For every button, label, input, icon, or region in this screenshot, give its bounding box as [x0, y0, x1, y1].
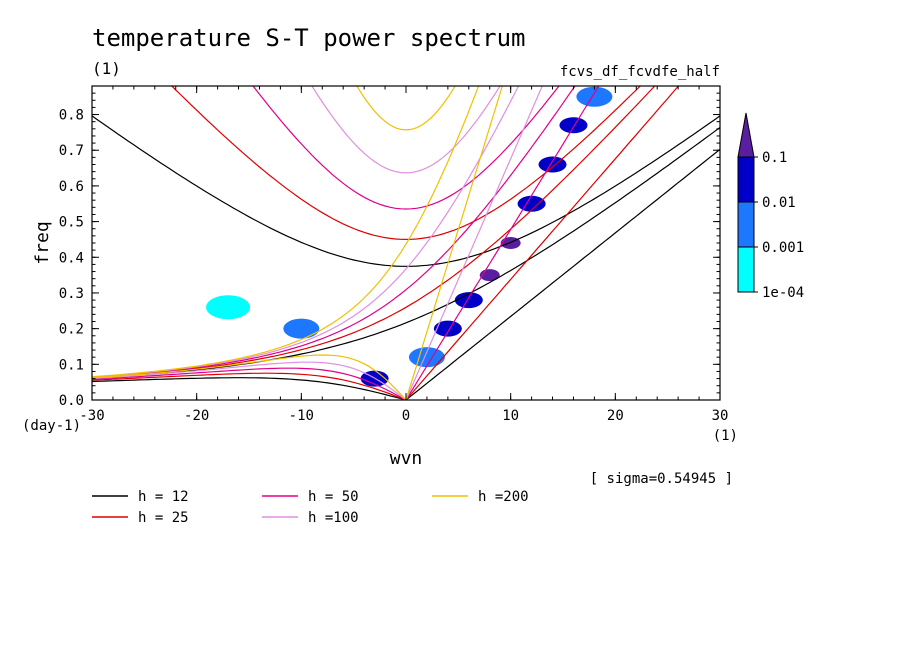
colorbar-label: 0.1	[762, 150, 787, 166]
y-tick-label: 0.2	[59, 322, 84, 338]
y-axis-label: freq	[32, 221, 53, 264]
mrg-curve-1	[92, 86, 656, 379]
kelvin-curve-3	[405, 86, 543, 400]
y-tick-label: 0.5	[59, 215, 84, 231]
y-tick-label: 0.8	[59, 108, 84, 124]
colorbar-segment-1	[737, 201, 755, 248]
legend-label-3: h =100	[308, 510, 359, 526]
y-tick-label: 0.4	[59, 250, 84, 266]
colorbar-segment-2	[737, 156, 755, 203]
x-tick-label: 10	[502, 408, 519, 424]
rossby-curve-0	[92, 377, 407, 400]
ig1-curve-3	[311, 86, 501, 174]
power-region-2	[576, 86, 613, 107]
mrg-curve-2	[92, 86, 576, 378]
colorbar: 1e-04 0.001 0.01 0.1	[737, 112, 804, 301]
power-region-1	[408, 347, 445, 368]
rossby-curve-3	[92, 361, 407, 400]
power-region-8	[559, 117, 588, 134]
y-tick-label: 0.0	[59, 393, 84, 409]
rossby-curve-4	[92, 354, 407, 400]
x-axis-label: wvn	[390, 448, 423, 469]
mrg-curve-3	[92, 86, 520, 378]
power-region-0	[206, 295, 251, 320]
chart-subtitle: (1)	[92, 59, 121, 78]
mrg-curve-0	[92, 127, 720, 379]
x-tick-label: 20	[607, 408, 624, 424]
kelvin-curve-0	[405, 148, 720, 400]
x-tick-label: 0	[402, 408, 410, 424]
power-region-4	[433, 320, 462, 337]
y-tick-label: 0.1	[59, 357, 84, 373]
kelvin-curve-1	[405, 86, 680, 400]
y-tick-label: 0.6	[59, 179, 84, 195]
plot-area	[92, 86, 720, 400]
axes: -30 -20 -10 0 10 20 30 0.0 0.1 0.2 0.3 0.4 0.5 0.6 0.7…	[59, 85, 729, 424]
colorbar-label: 0.01	[762, 195, 796, 211]
x-unit-label: (1)	[713, 428, 738, 444]
power-region-3	[283, 318, 320, 339]
colorbar-segment-0	[737, 246, 755, 293]
x-tick-label: 30	[712, 408, 729, 424]
x-tick-label: -10	[289, 408, 314, 424]
ig1-curve-0	[92, 115, 720, 267]
sigma-annotation: [ sigma=0.54945 ]	[590, 471, 733, 487]
legend-label-2: h = 50	[308, 489, 359, 505]
kelvin-curve-4	[405, 86, 503, 400]
ig1-curve-4	[356, 86, 456, 131]
y-tick-label: 0.3	[59, 286, 84, 302]
legend-label-4: h =200	[478, 489, 529, 505]
power-field	[206, 86, 613, 387]
rossby-curve-2	[92, 367, 407, 400]
colorbar-extend-arrow	[737, 112, 755, 158]
ig1-curve-1	[170, 86, 642, 241]
y-tick-label: 0.7	[59, 143, 84, 159]
source-label: fcvs_df_fcvdfe_half	[560, 64, 720, 80]
chart-title: temperature S-T power spectrum	[92, 24, 525, 52]
kelvin-curve-2	[405, 86, 600, 400]
x-tick-label: -30	[79, 408, 104, 424]
mrg-curve-4	[92, 86, 480, 378]
colorbar-label: 1e-04	[762, 285, 804, 301]
legend-label-0: h = 12	[138, 489, 189, 505]
x-tick-label: -20	[184, 408, 209, 424]
power-region-5	[454, 292, 483, 309]
legend-label-1: h = 25	[138, 510, 189, 526]
colorbar-label: 0.001	[762, 240, 804, 256]
dispersion-curves	[92, 86, 720, 400]
ig1-curve-2	[252, 86, 560, 210]
rossby-curve-1	[92, 372, 407, 400]
legend: h = 12 h = 25 h = 50 h =100 h =200	[92, 489, 529, 526]
y-unit-label: (day-1)	[22, 418, 81, 434]
